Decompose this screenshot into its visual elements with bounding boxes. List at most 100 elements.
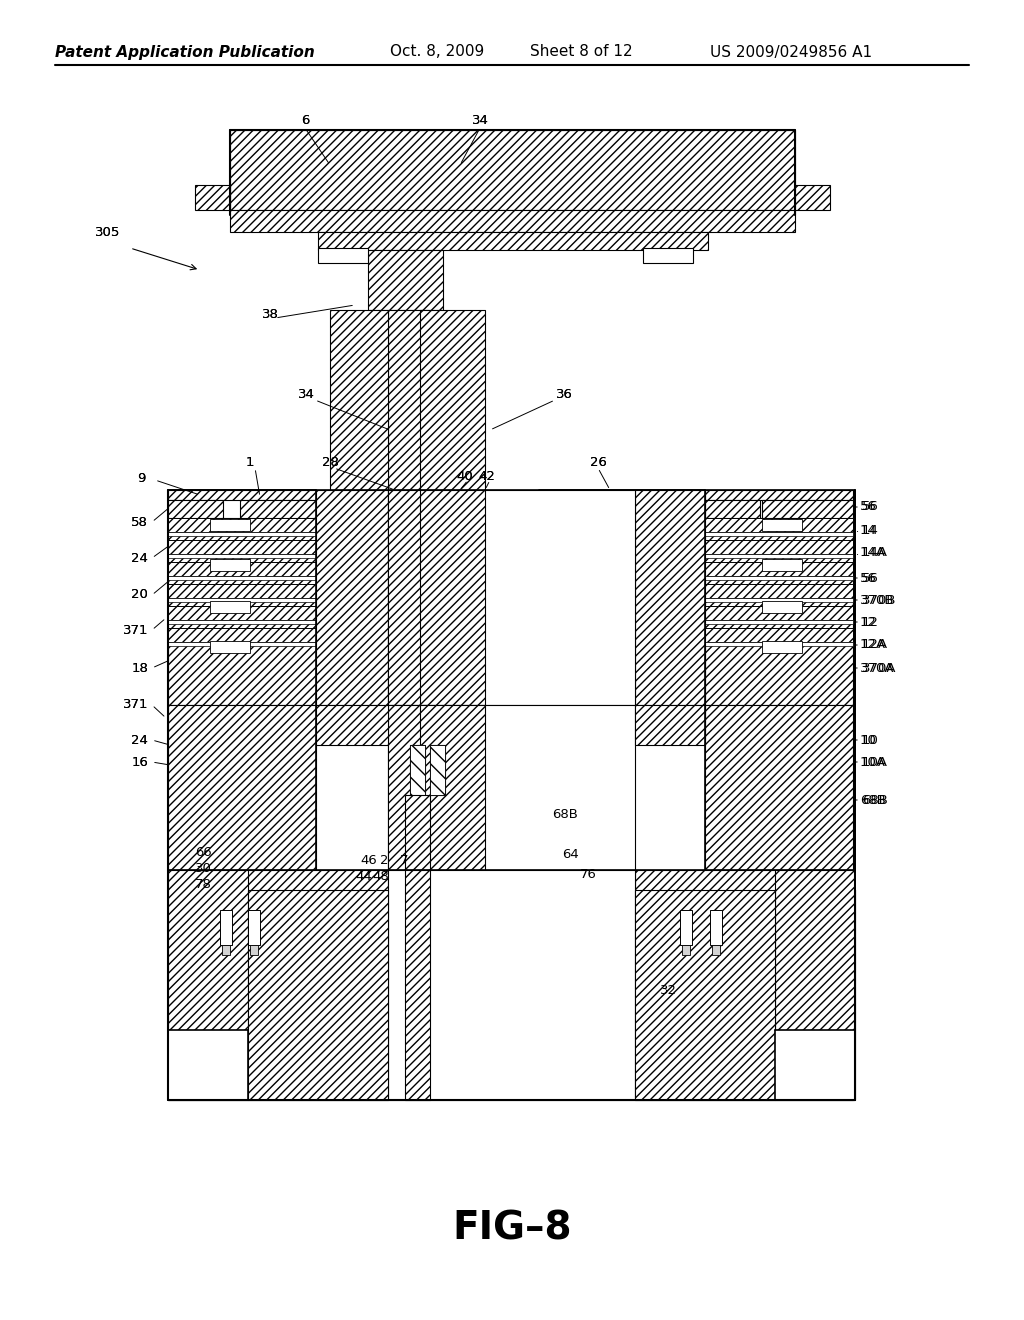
Bar [210, 519, 250, 531]
Text: 24: 24 [131, 734, 148, 747]
Bar [168, 1030, 248, 1100]
Bar [168, 540, 316, 554]
Text: 10: 10 [860, 734, 877, 747]
Text: 10A: 10A [862, 755, 888, 768]
Text: 42: 42 [478, 470, 495, 483]
Bar [168, 583, 316, 598]
Bar [168, 500, 223, 517]
Text: 18: 18 [131, 661, 148, 675]
Bar [406, 795, 430, 870]
Bar [680, 909, 692, 945]
Text: 34: 34 [472, 114, 488, 127]
Text: Sheet 8 of 12: Sheet 8 of 12 [530, 45, 633, 59]
Text: 18: 18 [131, 661, 148, 675]
Bar [430, 744, 445, 795]
Text: 68B: 68B [552, 808, 578, 821]
Bar [705, 576, 853, 579]
Text: 36: 36 [556, 388, 572, 401]
Bar [762, 519, 802, 531]
Text: 66: 66 [196, 846, 212, 858]
Bar [168, 628, 316, 642]
Bar [420, 705, 485, 870]
Text: 36: 36 [556, 388, 572, 401]
Bar [168, 490, 316, 705]
Bar [388, 310, 428, 665]
Text: 9: 9 [136, 471, 145, 484]
Bar [762, 500, 853, 517]
Bar [168, 554, 316, 558]
Bar [168, 870, 388, 1100]
Bar [705, 490, 853, 517]
Bar [795, 185, 830, 210]
Text: 305: 305 [95, 226, 121, 239]
Text: 38: 38 [262, 309, 279, 322]
Bar [168, 517, 316, 532]
Bar [168, 490, 198, 510]
Bar [388, 490, 428, 705]
Text: 10: 10 [862, 734, 879, 747]
Bar [635, 490, 705, 705]
Text: 6: 6 [301, 114, 309, 127]
Bar [420, 310, 485, 550]
Bar [220, 909, 232, 945]
Text: 10A: 10A [860, 755, 886, 768]
Text: 371: 371 [123, 623, 148, 636]
Bar [168, 620, 316, 624]
Bar [705, 606, 853, 620]
Bar [168, 642, 316, 645]
Text: 16: 16 [131, 755, 148, 768]
Bar [168, 598, 316, 602]
Bar [712, 945, 720, 954]
Text: 56: 56 [860, 500, 877, 513]
Bar [168, 576, 316, 579]
Text: 32: 32 [660, 983, 677, 997]
Bar [705, 642, 853, 645]
Bar [420, 490, 485, 705]
Bar [195, 185, 230, 210]
Bar [643, 248, 693, 263]
Bar [762, 558, 802, 572]
Text: 24: 24 [131, 552, 148, 565]
Text: 14A: 14A [860, 546, 886, 560]
Bar [705, 562, 853, 576]
Bar [250, 945, 258, 954]
Text: 12: 12 [862, 615, 879, 628]
Text: 370B: 370B [862, 594, 896, 606]
Text: 58: 58 [131, 516, 148, 528]
Text: 24: 24 [131, 734, 148, 747]
Bar [168, 490, 316, 517]
Bar [705, 554, 853, 558]
Bar [762, 601, 802, 612]
Bar [210, 601, 250, 612]
Text: 68B: 68B [862, 793, 888, 807]
Text: 16: 16 [131, 755, 148, 768]
Bar [248, 909, 260, 945]
Text: 14A: 14A [862, 546, 888, 560]
Text: 14: 14 [862, 524, 879, 536]
Bar [330, 310, 388, 550]
Text: 9: 9 [136, 471, 145, 484]
Text: 34: 34 [298, 388, 314, 401]
Text: 58: 58 [131, 516, 148, 528]
Bar [168, 870, 248, 1100]
Bar [705, 500, 760, 517]
Bar [168, 490, 316, 500]
Bar [762, 642, 802, 653]
Bar [705, 490, 853, 705]
Bar [682, 945, 690, 954]
Text: 6: 6 [301, 114, 309, 127]
Text: 26: 26 [590, 457, 607, 470]
Text: 370B: 370B [860, 594, 895, 606]
Bar [0, 490, 155, 890]
Bar [168, 532, 316, 536]
Bar [635, 705, 705, 744]
Bar [388, 705, 428, 870]
Bar [318, 248, 368, 263]
Bar [210, 558, 250, 572]
Bar [775, 1030, 855, 1100]
Text: 14: 14 [860, 524, 877, 536]
Text: 56: 56 [862, 500, 879, 513]
Text: 371: 371 [123, 698, 148, 711]
Bar [705, 628, 853, 642]
Text: 2: 2 [380, 854, 388, 866]
